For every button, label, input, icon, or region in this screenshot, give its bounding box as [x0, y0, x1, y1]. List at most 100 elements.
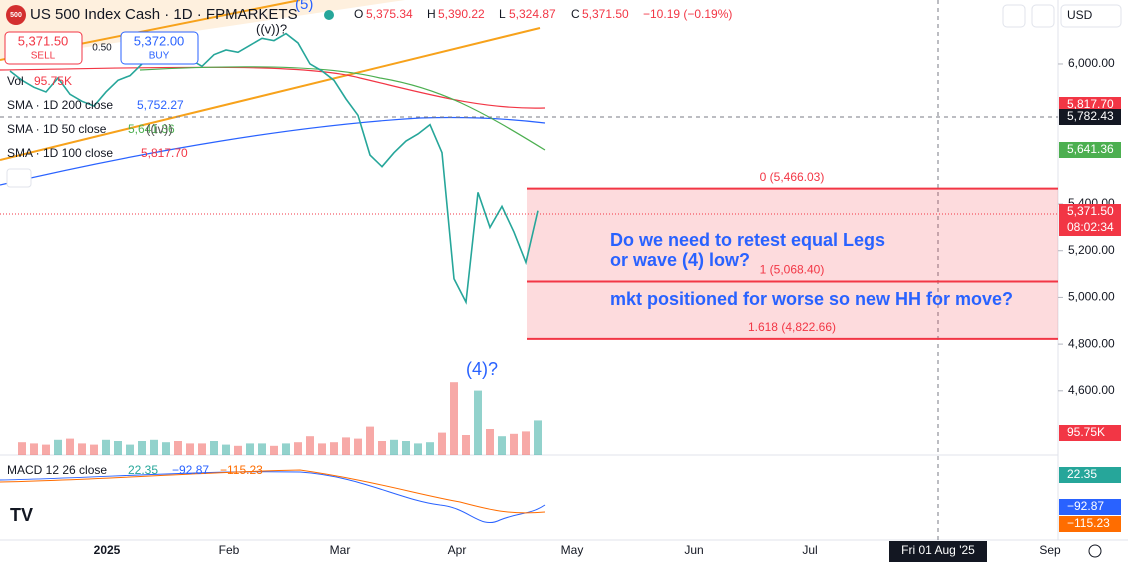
legend-label: SMA · 1D 100 close [7, 146, 113, 160]
buy-button[interactable] [120, 31, 199, 65]
price-label: 5,371.50 [1067, 204, 1114, 218]
y-tick-label: 4,600.00 [1068, 383, 1115, 397]
price-label: 08:02:34 [1067, 220, 1114, 234]
volume-bar [354, 438, 362, 455]
volume-bar [510, 433, 518, 455]
price-label: 22.35 [1067, 467, 1097, 481]
channel-fill [0, 0, 405, 60]
l-label: L [499, 7, 506, 21]
macd-value: 22.35 [128, 463, 158, 477]
volume-bar [258, 443, 266, 455]
download-button[interactable] [1002, 4, 1026, 28]
price-label-box [1059, 516, 1121, 532]
volume-bar [306, 436, 314, 455]
volume-bar [378, 441, 386, 455]
fullscreen-button[interactable] [1031, 4, 1055, 28]
price-label: 95.75K [1067, 425, 1105, 439]
volume-bar [318, 443, 326, 455]
macd-value: −115.23 [220, 463, 263, 477]
fib-label: 1 (5,068.40) [760, 263, 825, 277]
sell-label[interactable]: SELL [31, 51, 56, 62]
sma-200 [0, 116, 546, 186]
volume-bar [450, 382, 458, 455]
time-label: Jul [802, 543, 817, 557]
buy-label[interactable]: BUY [149, 51, 170, 62]
price-label-box [1059, 204, 1121, 220]
volume-bar [102, 439, 110, 455]
volume-bar [522, 431, 530, 455]
volume-bar [18, 442, 26, 455]
volume-bar [210, 441, 218, 455]
symbol[interactable]: US 500 Index Cash · 1D · FPMARKETS [30, 6, 298, 23]
time-label: May [561, 543, 584, 557]
volume-bar [498, 436, 506, 455]
symbol-badge [6, 5, 26, 25]
logo: TV [10, 505, 33, 525]
crosshair-time: Fri 01 Aug '25 [901, 543, 975, 557]
time-label: Mar [330, 543, 351, 557]
legend-label: SMA · 1D 200 close [7, 98, 113, 112]
market-status [324, 10, 334, 20]
volume-bar [54, 439, 62, 455]
volume-bar [342, 437, 350, 455]
fib-label: 1.618 (4,822.66) [748, 320, 836, 334]
volume-bar [390, 439, 398, 455]
wave-label: (4)? [466, 359, 498, 379]
price-label: −92.87 [1067, 499, 1104, 513]
price-label-box [1059, 467, 1121, 483]
currency[interactable]: USD [1067, 8, 1093, 22]
volume-bar [114, 441, 122, 455]
volume-bar [66, 438, 74, 455]
low: 5,324.87 [509, 7, 556, 21]
y-tick-label: 5,000.00 [1068, 290, 1115, 304]
crosshair-time-box [889, 541, 987, 562]
price-label-box [1059, 499, 1121, 515]
volume-bar [366, 426, 374, 455]
o-label: O [354, 7, 363, 21]
volume-bar [162, 442, 170, 455]
annotation: Do we need to retest equal Legs [610, 230, 885, 250]
price-label: 5,817.70 [1067, 97, 1114, 111]
spread: 0.50 [92, 43, 112, 54]
volume-bar [138, 441, 146, 455]
volume-bar [294, 442, 302, 455]
time-label: 2025 [94, 543, 121, 557]
price-label: 5,641.36 [1067, 142, 1114, 156]
legend-label: SMA · 1D 50 close [7, 122, 107, 136]
settings-button[interactable] [1088, 544, 1102, 558]
time-label: Sep [1039, 543, 1061, 557]
legend-value: 5,817.70 [141, 146, 188, 160]
volume-bar [174, 441, 182, 455]
volume-bar [474, 390, 482, 455]
c-label: C [571, 7, 580, 21]
badge-text: 500 [10, 12, 22, 19]
price-label: −115.23 [1067, 516, 1110, 530]
time-label: Feb [219, 543, 240, 557]
collapse-legend[interactable] [6, 168, 32, 188]
buy-price[interactable]: 5,372.00 [134, 33, 185, 48]
volume-bar [426, 442, 434, 455]
volume-bar [198, 443, 206, 455]
currency-select[interactable] [1060, 4, 1122, 28]
volume-bar [402, 441, 410, 455]
volume-bar [78, 443, 86, 455]
y-tick-label: 4,800.00 [1068, 336, 1115, 350]
sell-button[interactable] [4, 31, 83, 65]
annotation: or wave (4) low? [610, 250, 750, 270]
volume-bar [282, 443, 290, 455]
channel-line [0, 27, 541, 161]
volume-bar [150, 439, 158, 455]
legend-value: 95.75K [34, 74, 72, 88]
volume-bar [30, 443, 38, 455]
y-tick-label: 5,200.00 [1068, 243, 1115, 257]
volume-bar [270, 445, 278, 455]
close: 5,371.50 [582, 7, 629, 21]
price-label-box [1059, 142, 1121, 158]
signal-line [0, 469, 546, 514]
h-label: H [427, 7, 436, 21]
time-label: Apr [448, 543, 467, 557]
legend-label: Vol [7, 74, 24, 88]
volume-bar [462, 435, 470, 455]
sell-price[interactable]: 5,371.50 [18, 33, 69, 48]
